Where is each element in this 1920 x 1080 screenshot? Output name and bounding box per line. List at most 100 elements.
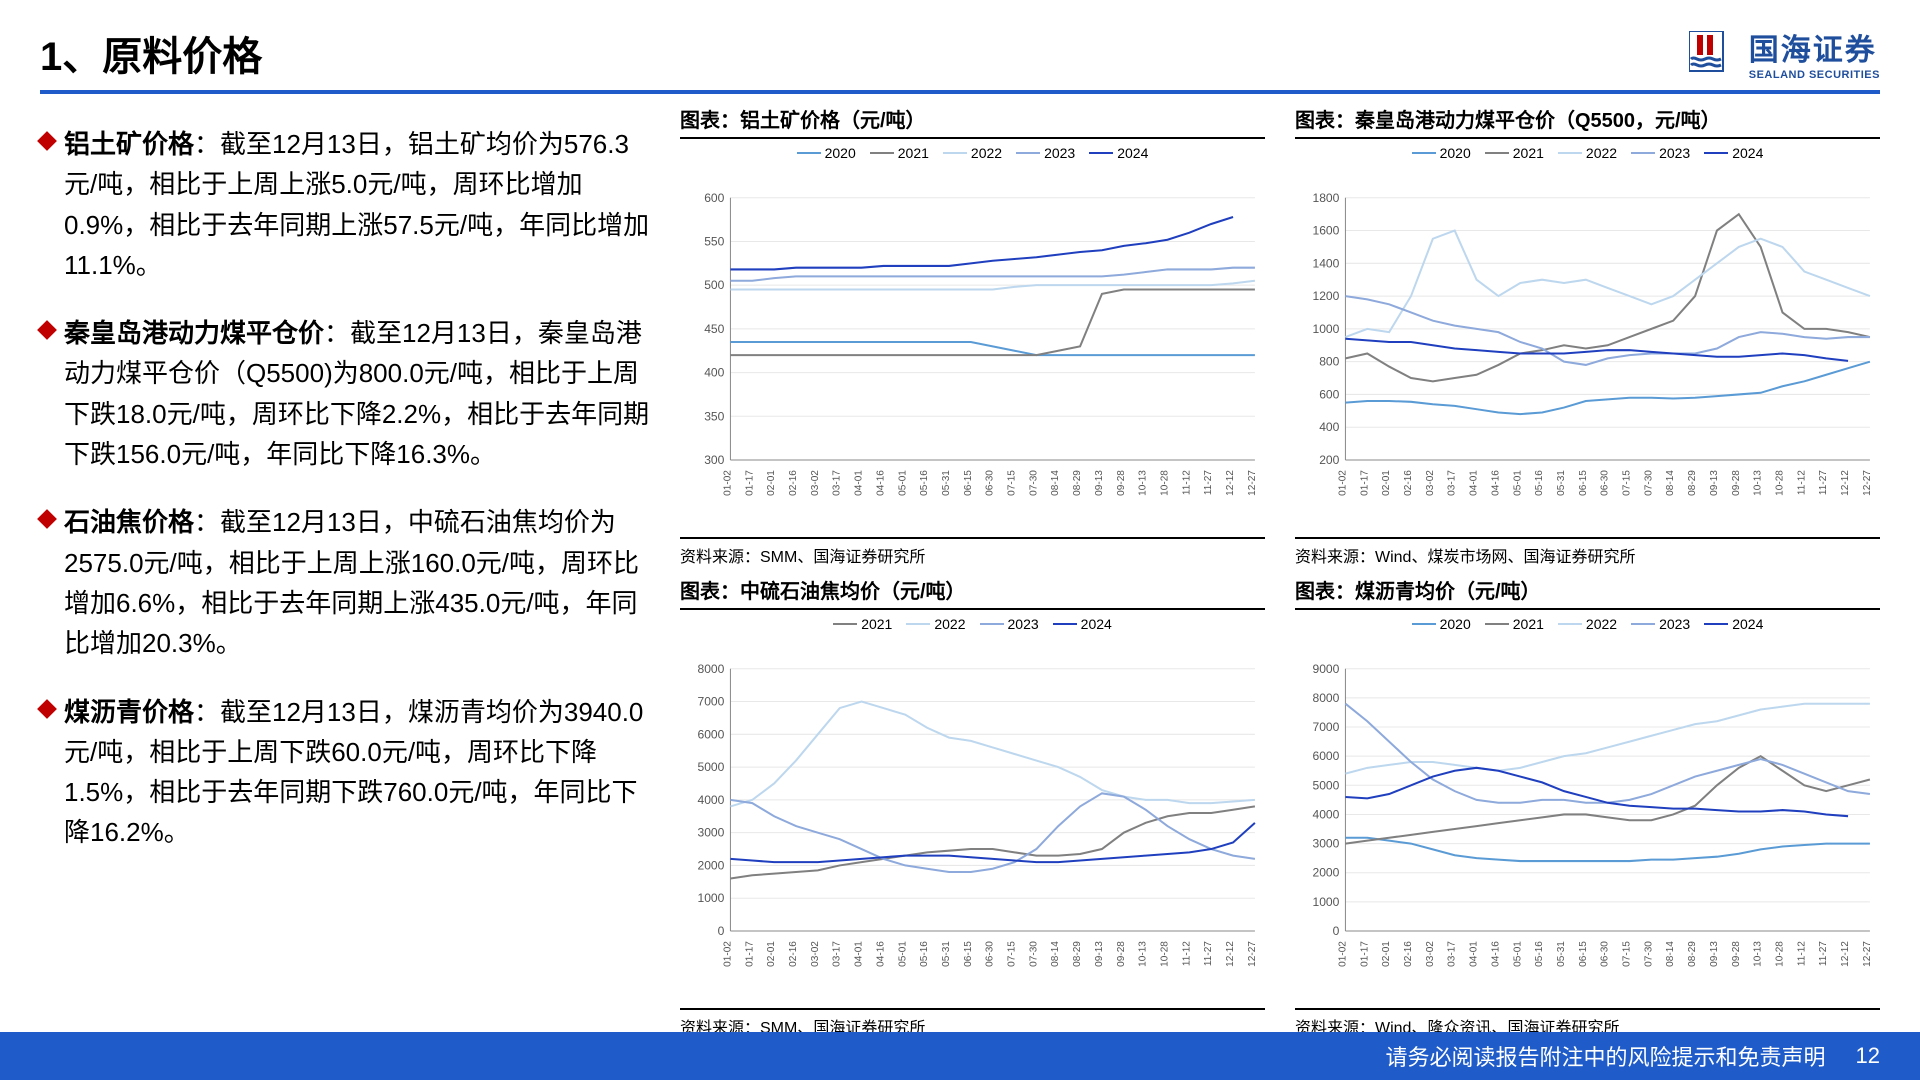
svg-text:06-30: 06-30 <box>985 941 996 967</box>
svg-text:05-16: 05-16 <box>1534 941 1545 967</box>
svg-text:11-12: 11-12 <box>1796 470 1807 495</box>
svg-text:03-17: 03-17 <box>832 470 843 496</box>
svg-text:01-02: 01-02 <box>1337 470 1348 496</box>
svg-text:02-16: 02-16 <box>1403 470 1414 496</box>
svg-text:02-16: 02-16 <box>788 470 799 496</box>
svg-text:1800: 1800 <box>1312 191 1339 205</box>
svg-text:550: 550 <box>704 234 724 248</box>
svg-text:800: 800 <box>1319 355 1339 369</box>
logo-icon <box>1689 31 1739 75</box>
svg-text:450: 450 <box>704 322 724 336</box>
svg-text:03-17: 03-17 <box>1447 470 1458 496</box>
svg-text:10-28: 10-28 <box>1160 470 1171 496</box>
svg-text:03-17: 03-17 <box>1447 941 1458 967</box>
legend-item: 2021 <box>1485 145 1544 161</box>
svg-text:08-29: 08-29 <box>1072 470 1083 496</box>
svg-text:300: 300 <box>704 453 724 467</box>
chart-panel: 图表：秦皇岛港动力煤平仓价（Q5500，元/吨） 202020212022202… <box>1295 104 1880 567</box>
diamond-icon <box>37 131 57 151</box>
svg-text:3000: 3000 <box>1312 837 1339 851</box>
bullet-text: 煤沥青价格：截至12月13日，煤沥青均价为3940.0元/吨，相比于上周下跌60… <box>64 692 660 853</box>
svg-text:04-01: 04-01 <box>854 941 865 967</box>
svg-text:12-12: 12-12 <box>1225 470 1236 496</box>
svg-text:12-12: 12-12 <box>1840 470 1851 496</box>
svg-text:1000: 1000 <box>1312 895 1339 909</box>
svg-text:09-28: 09-28 <box>1116 470 1127 496</box>
svg-text:4000: 4000 <box>697 793 724 807</box>
bullet-item: 铝土矿价格：截至12月13日，铝土矿均价为576.3元/吨，相比于上周上涨5.0… <box>40 124 660 285</box>
svg-text:08-29: 08-29 <box>1687 941 1698 967</box>
svg-text:400: 400 <box>1319 420 1339 434</box>
svg-text:11-27: 11-27 <box>1203 941 1214 966</box>
legend-item: 2023 <box>1631 145 1690 161</box>
charts-grid: 图表：铝土矿价格（元/吨） 20202021202220232024 30035… <box>680 104 1880 984</box>
svg-text:07-15: 07-15 <box>1007 941 1018 967</box>
svg-text:01-02: 01-02 <box>722 941 733 967</box>
svg-text:10-13: 10-13 <box>1138 941 1149 967</box>
chart-legend: 20202021202220232024 <box>1295 145 1880 161</box>
svg-text:11-27: 11-27 <box>1818 941 1829 966</box>
legend-item: 2022 <box>906 616 965 632</box>
svg-text:08-29: 08-29 <box>1072 941 1083 967</box>
svg-text:5000: 5000 <box>1312 778 1339 792</box>
legend-item: 2021 <box>1485 616 1544 632</box>
bullets-column: 铝土矿价格：截至12月13日，铝土矿均价为576.3元/吨，相比于上周上涨5.0… <box>40 104 660 984</box>
chart-title: 图表：中硫石油焦均价（元/吨） <box>680 575 1265 610</box>
legend-item: 2024 <box>1089 145 1148 161</box>
svg-text:12-27: 12-27 <box>1247 470 1258 496</box>
svg-text:11-12: 11-12 <box>1181 941 1192 966</box>
diamond-icon <box>37 509 57 529</box>
diamond-icon <box>37 320 57 340</box>
svg-text:04-01: 04-01 <box>1469 470 1480 496</box>
chart-svg: 2004006008001000120014001600180001-0201-… <box>1295 165 1880 533</box>
legend-item: 2021 <box>870 145 929 161</box>
svg-text:05-01: 05-01 <box>897 470 908 496</box>
legend-item: 2023 <box>980 616 1039 632</box>
svg-text:2000: 2000 <box>697 859 724 873</box>
company-logo: 国海证券 SEALAND SECURITIES <box>1689 25 1880 81</box>
legend-item: 2024 <box>1053 616 1112 632</box>
svg-text:04-16: 04-16 <box>1490 470 1501 496</box>
svg-text:02-01: 02-01 <box>766 470 777 496</box>
svg-text:05-31: 05-31 <box>1556 941 1567 967</box>
chart-svg: 010002000300040005000600070008000900001-… <box>1295 636 1880 1004</box>
svg-text:11-27: 11-27 <box>1203 470 1214 495</box>
svg-text:09-28: 09-28 <box>1731 941 1742 967</box>
svg-text:09-28: 09-28 <box>1731 470 1742 496</box>
svg-text:05-31: 05-31 <box>941 941 952 967</box>
svg-text:7000: 7000 <box>1312 720 1339 734</box>
bullet-text: 石油焦价格：截至12月13日，中硫石油焦均价为2575.0元/吨，相比于上周上涨… <box>64 502 660 663</box>
svg-text:01-02: 01-02 <box>1337 941 1348 967</box>
legend-item: 2021 <box>833 616 892 632</box>
svg-text:06-30: 06-30 <box>1600 941 1611 967</box>
svg-text:1600: 1600 <box>1312 224 1339 238</box>
svg-text:07-30: 07-30 <box>1643 470 1654 496</box>
svg-text:6000: 6000 <box>697 727 724 741</box>
chart-panel: 图表：中硫石油焦均价（元/吨） 2021202220232024 0100020… <box>680 575 1265 1038</box>
svg-text:02-16: 02-16 <box>788 941 799 967</box>
svg-text:10-13: 10-13 <box>1138 470 1149 496</box>
svg-text:08-29: 08-29 <box>1687 470 1698 496</box>
svg-text:04-01: 04-01 <box>1469 941 1480 967</box>
svg-text:2000: 2000 <box>1312 866 1339 880</box>
svg-text:01-17: 01-17 <box>744 941 755 967</box>
svg-text:06-15: 06-15 <box>1578 470 1589 496</box>
chart-legend: 20202021202220232024 <box>1295 616 1880 632</box>
svg-text:500: 500 <box>704 278 724 292</box>
svg-text:03-02: 03-02 <box>1425 941 1436 967</box>
svg-text:09-13: 09-13 <box>1709 941 1720 967</box>
svg-text:09-13: 09-13 <box>1094 470 1105 496</box>
logo-en: SEALAND SECURITIES <box>1749 69 1880 81</box>
svg-text:02-01: 02-01 <box>766 941 777 967</box>
legend-item: 2024 <box>1704 616 1763 632</box>
legend-item: 2024 <box>1704 145 1763 161</box>
legend-item: 2022 <box>1558 616 1617 632</box>
svg-text:08-14: 08-14 <box>1665 470 1676 496</box>
svg-text:03-17: 03-17 <box>832 941 843 967</box>
svg-text:04-01: 04-01 <box>854 470 865 496</box>
svg-text:06-30: 06-30 <box>1600 470 1611 496</box>
logo-cn: 国海证券 <box>1749 25 1880 69</box>
bullet-text: 秦皇岛港动力煤平仓价：截至12月13日，秦皇岛港动力煤平仓价（Q5500)为80… <box>64 313 660 474</box>
chart-title: 图表：煤沥青均价（元/吨） <box>1295 575 1880 610</box>
chart-title: 图表：秦皇岛港动力煤平仓价（Q5500，元/吨） <box>1295 104 1880 139</box>
